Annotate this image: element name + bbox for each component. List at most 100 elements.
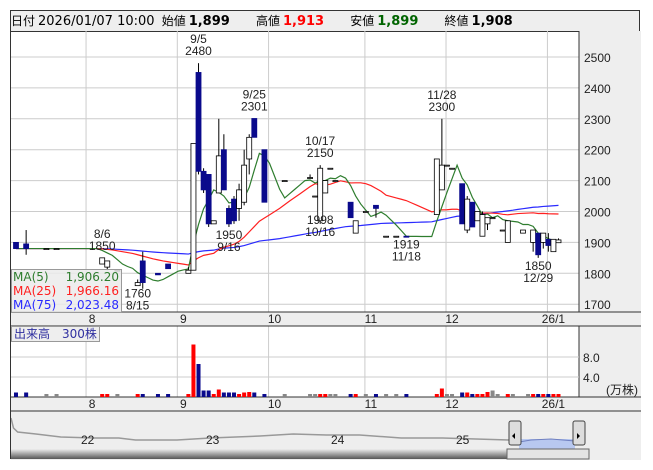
volume-bar — [191, 344, 196, 397]
candle-up — [540, 232, 547, 243]
price-tick-label: 2500 — [584, 51, 611, 65]
low-value: 1,899 — [377, 14, 419, 29]
volume-bar — [348, 394, 353, 397]
x-axis-strip — [11, 312, 641, 326]
volume-x-axis-strip — [11, 397, 641, 411]
price-tick-label: 1700 — [584, 298, 611, 312]
close-value: 1,908 — [471, 14, 513, 29]
volume-bar — [14, 392, 18, 397]
volume-bar — [485, 392, 490, 397]
volume-bar — [470, 394, 475, 397]
volume-tick-label: 8.0 — [583, 351, 600, 365]
price-annotation: 1760 — [124, 287, 151, 301]
candle-down — [205, 174, 212, 225]
price-annotation: 1850 — [89, 239, 116, 253]
candle-up — [433, 158, 440, 215]
candle-up — [246, 136, 253, 160]
volume-bar — [135, 394, 140, 397]
candle-up — [215, 155, 222, 194]
candle-up — [504, 220, 511, 243]
price-tick-label: 2100 — [584, 175, 611, 189]
candle-up — [43, 248, 50, 250]
ma25-name: MA(25) — [13, 284, 57, 298]
ma-legend: MA(5) 1,906.20 MA(25) 1,966.16 MA(75) 2,023… — [11, 269, 122, 313]
candle-up — [484, 217, 491, 225]
candle-up — [236, 189, 242, 209]
price-annotation: 12/29 — [523, 271, 553, 285]
volume-bar — [206, 390, 211, 397]
price-tick-label: 2400 — [584, 82, 611, 96]
ma25-legend: MA(25) 1,966.16 — [13, 284, 121, 298]
candle-up — [499, 229, 506, 232]
candle-up — [550, 238, 557, 253]
price-annotation: 2301 — [241, 99, 268, 113]
x-tick-label: 11 — [365, 312, 378, 326]
volume-bar — [115, 394, 120, 397]
candle-up — [99, 257, 106, 265]
candle-up — [53, 248, 60, 250]
volume-bar — [24, 392, 29, 397]
price-annotation: 1919 — [393, 238, 420, 252]
volume-bar — [196, 364, 201, 397]
datetime-value: 2026/01/07 10:00 — [38, 14, 155, 29]
volume-bar — [465, 392, 470, 397]
volume-bar — [551, 394, 556, 397]
volume-bar — [556, 394, 561, 397]
date-label: 日付 — [11, 14, 36, 28]
candle-down — [251, 118, 258, 138]
ohlc-header: 日付 2026/01/07 10:00 始値 1,899 高値 1,913 安値 1,8… — [11, 11, 639, 32]
price-axis-panel — [579, 31, 641, 312]
x-tick-label: 8 — [89, 312, 96, 326]
candle-down — [469, 201, 476, 228]
volume-bar — [252, 392, 257, 397]
candle-up — [362, 211, 369, 213]
candle-down — [23, 243, 30, 249]
candle-up — [438, 164, 445, 191]
candle-up — [449, 167, 455, 170]
price-annotation: 9/25 — [243, 87, 267, 101]
volume-bar — [100, 394, 105, 397]
ma75-name: MA(75) — [13, 298, 57, 312]
volume-bar — [444, 394, 449, 397]
volume-bar — [450, 394, 455, 397]
close-label: 終値 — [444, 14, 469, 28]
navigator-year-label: 24 — [331, 433, 345, 447]
candle-up — [479, 214, 486, 237]
candle-up — [322, 180, 329, 194]
ma5-legend: MA(5) 1,906.20 — [13, 270, 121, 284]
volume-bar — [54, 394, 59, 397]
volume-bar — [546, 394, 551, 397]
volume-bar — [373, 394, 378, 397]
candle-up — [474, 211, 481, 222]
volume-bar — [318, 394, 323, 397]
volume-bar — [313, 394, 318, 397]
candle-down — [403, 235, 410, 238]
volume-tick-label: 4.0 — [583, 371, 600, 385]
volume-bar — [384, 394, 389, 397]
candle-up — [104, 260, 111, 268]
navigator-year-label: 25 — [456, 433, 470, 447]
volume-bar — [439, 388, 444, 397]
navigator-right-handle — [572, 420, 586, 446]
navigator-scroll-thumb[interactable] — [506, 448, 590, 460]
candle-down — [200, 170, 207, 191]
navigator-scroll-track — [11, 449, 507, 459]
volume-bar — [166, 394, 171, 397]
candle-down — [226, 208, 232, 225]
navigator-right-arrow-icon — [577, 433, 580, 439]
candle-up — [332, 180, 339, 183]
price-chart[interactable]: 2500 2400 2300 2200 2100 2000 1900 1800 1700 8 8 9 9… — [11, 11, 641, 460]
volume-bar — [44, 394, 49, 397]
ma5-name: MA(5) — [13, 270, 49, 284]
volume-bar — [460, 392, 465, 397]
volume-bar — [404, 394, 409, 397]
candle-down — [165, 263, 172, 270]
price-annotation: 2150 — [307, 146, 334, 160]
price-tick-label: 1800 — [584, 267, 611, 281]
candle-up — [383, 235, 390, 238]
volume-bar — [226, 392, 231, 397]
candle-down — [231, 198, 237, 222]
volume-axis-panel — [579, 326, 641, 397]
candle-up — [312, 195, 319, 198]
candle-down — [220, 149, 227, 191]
